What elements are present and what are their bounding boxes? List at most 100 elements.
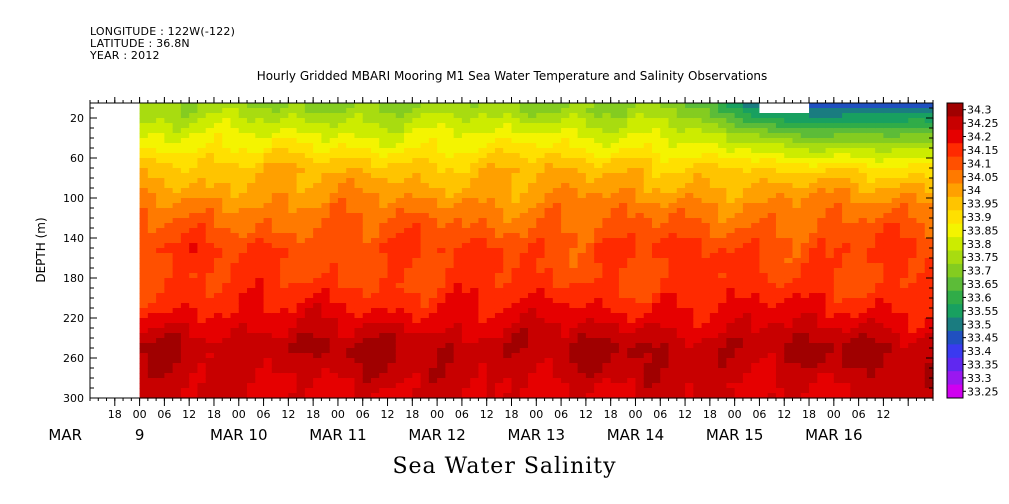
- heatmap-cell: [139, 298, 149, 304]
- heatmap-cell: [718, 378, 727, 384]
- heatmap-cell: [618, 148, 628, 154]
- heatmap-cell: [817, 273, 827, 279]
- heatmap-cell: [164, 208, 174, 214]
- heatmap-cell: [792, 118, 802, 124]
- heatmap-cell: [445, 228, 455, 234]
- heatmap-cell: [585, 188, 595, 194]
- heatmap-cell: [734, 328, 744, 334]
- heatmap-cell: [255, 143, 265, 149]
- heatmap-cell: [238, 253, 248, 259]
- heatmap-cell: [536, 253, 546, 259]
- heatmap-cell: [412, 298, 422, 304]
- heatmap-cell: [478, 338, 488, 344]
- heatmap-cell: [800, 293, 810, 299]
- heatmap-cell: [238, 228, 248, 234]
- heatmap-cell: [751, 278, 761, 284]
- heatmap-cell: [569, 113, 579, 119]
- heatmap-cell: [519, 233, 529, 239]
- heatmap-cell: [412, 158, 422, 164]
- heatmap-cell: [337, 213, 347, 219]
- heatmap-cell: [602, 158, 612, 164]
- heatmap-cell: [552, 368, 562, 374]
- heatmap-cell: [354, 313, 364, 319]
- heatmap-cell: [511, 123, 521, 129]
- heatmap-cell: [197, 273, 207, 279]
- heatmap-cell: [437, 288, 446, 294]
- heatmap-cell: [775, 163, 785, 169]
- heatmap-cell: [197, 288, 207, 294]
- heatmap-cell: [222, 233, 232, 239]
- heatmap-cell: [156, 233, 165, 239]
- heatmap-cell: [147, 118, 157, 124]
- heatmap-cell: [569, 303, 579, 309]
- heatmap-cell: [371, 258, 380, 264]
- heatmap-cell: [313, 368, 323, 374]
- heatmap-cell: [453, 273, 463, 279]
- heatmap-cell: [519, 268, 529, 274]
- heatmap-cell: [387, 323, 397, 329]
- heatmap-cell: [660, 283, 670, 289]
- heatmap-cell: [395, 113, 405, 119]
- heatmap-cell: [528, 143, 537, 149]
- heatmap-cell: [594, 293, 604, 299]
- heatmap-cell: [701, 373, 711, 379]
- heatmap-cell: [404, 293, 413, 299]
- heatmap-cell: [685, 153, 694, 159]
- heatmap-cell: [470, 158, 480, 164]
- heatmap-cell: [635, 113, 645, 119]
- heatmap-cell: [784, 388, 794, 394]
- heatmap-cell: [610, 253, 620, 259]
- heatmap-cell: [602, 178, 612, 184]
- heatmap-cell: [354, 223, 364, 229]
- heatmap-cell: [288, 188, 298, 194]
- heatmap-cell: [709, 213, 719, 219]
- heatmap-cell: [189, 353, 199, 359]
- heatmap-cell: [833, 283, 843, 289]
- heatmap-cell: [594, 258, 604, 264]
- heatmap-cell: [693, 368, 703, 374]
- heatmap-cell: [833, 103, 843, 109]
- heatmap-cell: [503, 293, 513, 299]
- heatmap-cell: [594, 118, 604, 124]
- heatmap-cell: [420, 163, 430, 169]
- heatmap-cell: [660, 128, 670, 134]
- heatmap-cell: [321, 298, 331, 304]
- heatmap-cell: [709, 163, 719, 169]
- heatmap-cell: [825, 188, 835, 194]
- heatmap-cell: [222, 228, 232, 234]
- heatmap-cell: [734, 293, 744, 299]
- heatmap-cell: [205, 393, 215, 399]
- heatmap-cell: [222, 203, 232, 209]
- heatmap-cell: [445, 143, 455, 149]
- heatmap-cell: [734, 163, 744, 169]
- heatmap-cell: [280, 368, 289, 374]
- heatmap-cell: [800, 208, 810, 214]
- heatmap-cell: [395, 168, 405, 174]
- heatmap-cell: [817, 258, 827, 264]
- heatmap-cell: [643, 363, 653, 369]
- heatmap-cell: [461, 178, 471, 184]
- heatmap-cell: [693, 293, 703, 299]
- heatmap-cell: [288, 143, 298, 149]
- heatmap-cell: [313, 308, 323, 314]
- heatmap-cell: [577, 388, 587, 394]
- heatmap-cell: [271, 148, 281, 154]
- heatmap-cell: [552, 113, 562, 119]
- heatmap-cell: [552, 343, 562, 349]
- heatmap-cell: [296, 393, 306, 399]
- heatmap-cell: [561, 143, 570, 149]
- heatmap-cell: [486, 108, 496, 114]
- heatmap-cell: [437, 168, 446, 174]
- heatmap-cell: [304, 353, 314, 359]
- heatmap-cell: [685, 268, 694, 274]
- heatmap-cell: [701, 298, 711, 304]
- heatmap-cell: [709, 368, 719, 374]
- heatmap-cell: [147, 238, 157, 244]
- heatmap-cell: [230, 153, 240, 159]
- heatmap-cell: [428, 233, 438, 239]
- heatmap-cell: [701, 133, 711, 139]
- heatmap-cell: [685, 288, 694, 294]
- heatmap-cell: [668, 233, 678, 239]
- heatmap-cell: [445, 368, 455, 374]
- heatmap-cell: [156, 303, 165, 309]
